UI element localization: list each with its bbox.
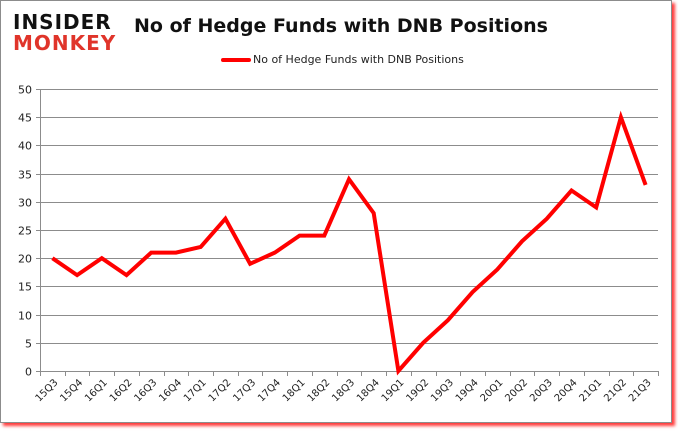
chart-legend: No of Hedge Funds with DNB Positions bbox=[221, 53, 464, 66]
logo-line-2: MONKEY bbox=[13, 31, 117, 55]
x-tick-label: 19Q4 bbox=[454, 377, 481, 404]
x-tick-label: 21Q2 bbox=[602, 377, 629, 404]
x-tick-label: 18Q4 bbox=[355, 377, 382, 404]
y-tick-label: 30 bbox=[18, 197, 32, 210]
x-tick-label: 19Q3 bbox=[429, 377, 456, 404]
y-tick-label: 50 bbox=[18, 84, 32, 97]
x-tick-label: 21Q1 bbox=[577, 377, 604, 404]
y-tick-label: 45 bbox=[18, 112, 32, 125]
y-tick-label: 35 bbox=[18, 169, 32, 182]
x-tick-label: 20Q1 bbox=[479, 377, 506, 404]
insider-monkey-logo: INSIDER MONKEY bbox=[9, 9, 129, 55]
legend-line-swatch-icon bbox=[221, 57, 251, 62]
y-tick-label: 0 bbox=[25, 366, 32, 379]
x-tick-label: 20Q4 bbox=[553, 377, 580, 404]
x-tick-label: 20Q3 bbox=[528, 377, 555, 404]
x-tick-label: 15Q4 bbox=[58, 377, 85, 404]
x-tick-label: 16Q3 bbox=[133, 377, 160, 404]
x-tick-label: 18Q3 bbox=[330, 377, 357, 404]
y-tick-label: 15 bbox=[18, 281, 32, 294]
y-tick-label: 5 bbox=[25, 338, 32, 351]
y-tick-label: 10 bbox=[18, 310, 32, 323]
x-axis: 15Q315Q416Q116Q216Q316Q417Q117Q217Q317Q4… bbox=[34, 371, 659, 404]
x-tick-label: 19Q2 bbox=[404, 377, 431, 404]
x-tick-label: 17Q4 bbox=[256, 377, 283, 404]
legend-label: No of Hedge Funds with DNB Positions bbox=[253, 53, 464, 66]
x-tick-label: 21Q3 bbox=[627, 377, 654, 404]
y-tick-label: 40 bbox=[18, 140, 32, 153]
series-line bbox=[51, 110, 648, 376]
x-tick-label: 17Q3 bbox=[231, 377, 258, 404]
x-tick-label: 16Q4 bbox=[157, 377, 184, 404]
y-axis: 0 5 10 15 20 25 30 35 40 45 50 bbox=[18, 84, 41, 379]
x-tick-label: 20Q2 bbox=[503, 377, 530, 404]
x-tick-label: 18Q2 bbox=[306, 377, 333, 404]
x-tick-label: 15Q3 bbox=[34, 377, 61, 404]
gridlines bbox=[36, 89, 658, 372]
x-tick-label: 17Q2 bbox=[207, 377, 234, 404]
x-tick-label: 16Q2 bbox=[108, 377, 135, 404]
x-tick-label: 16Q1 bbox=[83, 377, 110, 404]
y-tick-label: 20 bbox=[18, 253, 32, 266]
logo-line-1: INSIDER bbox=[13, 10, 112, 34]
x-tick-label: 17Q1 bbox=[182, 377, 209, 404]
chart-title: No of Hedge Funds with DNB Positions bbox=[134, 15, 548, 37]
x-tick-label: 19Q1 bbox=[380, 377, 407, 404]
chart-frame: INSIDER MONKEY No of Hedge Funds with DN… bbox=[0, 0, 672, 423]
x-tick-label: 18Q1 bbox=[281, 377, 308, 404]
y-tick-label: 25 bbox=[18, 225, 32, 238]
